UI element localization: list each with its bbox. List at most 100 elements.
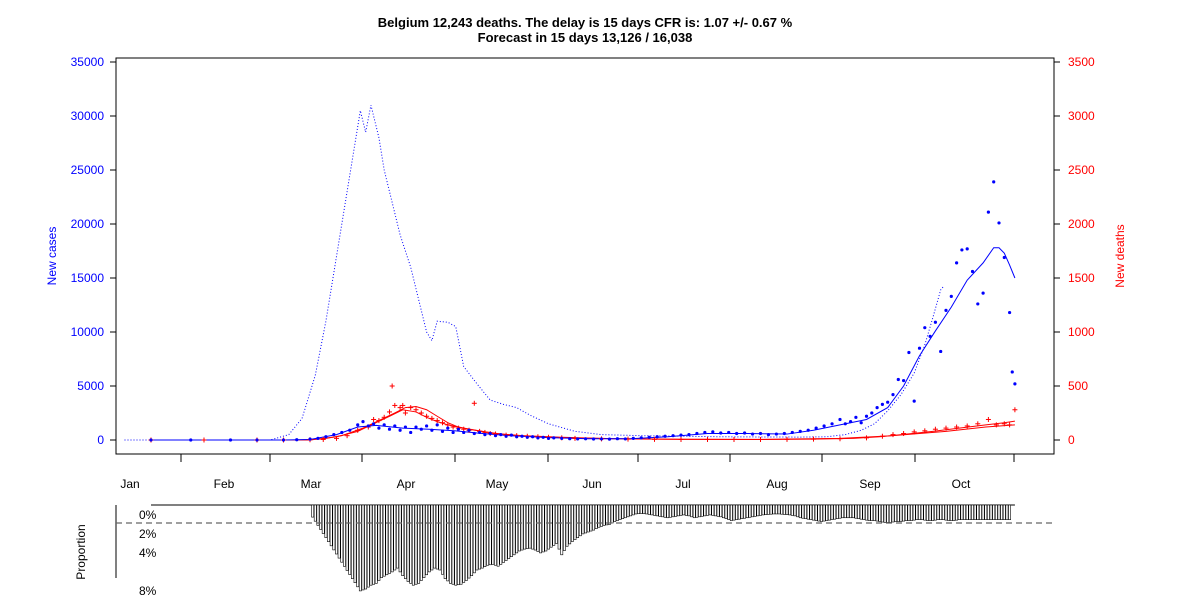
proportion-bar: [674, 504, 678, 517]
proportion-bar: [745, 504, 749, 519]
proportion-bar: [512, 504, 516, 556]
proportion-bar: [480, 504, 484, 569]
proportion-bar: [411, 504, 415, 586]
proportion-bar: [920, 504, 924, 520]
case-point: [568, 437, 572, 441]
case-point: [655, 435, 659, 439]
proportion-bar: [581, 504, 585, 535]
case-point: [663, 434, 667, 438]
proportion-bar: [615, 504, 619, 521]
case-point: [409, 430, 413, 435]
case-point: [912, 399, 916, 403]
proportion-bar: [902, 504, 906, 522]
proportion-bar: [409, 504, 413, 584]
proportion-bar: [650, 504, 654, 516]
y-left-tick-label: 35000: [71, 55, 105, 69]
proportion-bar: [698, 504, 701, 518]
case-point: [992, 180, 996, 184]
proportion-bar: [960, 504, 964, 520]
proportion-bar: [311, 504, 315, 518]
case-point: [377, 426, 381, 430]
death-point: [731, 436, 737, 442]
proportion-bar: [838, 504, 842, 519]
proportion-bar: [899, 504, 903, 522]
proportion-bar: [751, 504, 754, 518]
case-point: [483, 433, 487, 437]
proportion-bar: [788, 504, 792, 516]
proportion-bar: [462, 504, 466, 583]
proportion-bar: [769, 504, 773, 515]
case-point: [316, 436, 320, 440]
proportion-bar: [343, 504, 346, 567]
case-point: [703, 430, 707, 435]
proportion-bar: [478, 504, 482, 570]
death-point: [381, 414, 387, 420]
case-point: [499, 433, 503, 437]
death-point: [975, 421, 981, 427]
case-point: [814, 426, 818, 430]
proportion-bar: [756, 504, 760, 517]
case-point: [719, 431, 723, 435]
proportion-bar: [915, 504, 919, 520]
case-point: [478, 430, 482, 435]
proportion-bar: [464, 504, 468, 581]
case-point: [536, 436, 540, 440]
proportion-bar: [727, 504, 731, 520]
case-point: [843, 422, 847, 426]
y-right-tick-label: 1500: [1068, 271, 1095, 285]
proportion-bar: [372, 504, 376, 585]
x-tick-label: Jan: [120, 477, 139, 491]
proportion-bar: [403, 504, 407, 579]
death-point: [201, 437, 207, 443]
proportion-bar: [777, 504, 781, 515]
death-point: [1007, 422, 1013, 428]
proportion-bar: [812, 504, 815, 521]
death-point: [408, 405, 414, 411]
case-point: [875, 406, 879, 410]
case-point: [822, 424, 826, 428]
case-point: [599, 437, 604, 441]
case-point: [1010, 370, 1014, 374]
death-point: [387, 409, 392, 415]
proportion-bar: [539, 504, 542, 554]
proportion-bar: [398, 504, 402, 573]
case-point: [782, 431, 786, 436]
case-point: [340, 430, 344, 435]
proportion-bar: [531, 504, 535, 550]
case-point: [398, 428, 402, 432]
proportion-bar: [618, 504, 622, 520]
proportion-bar: [859, 504, 863, 520]
proportion-bar: [623, 504, 627, 519]
case-point: [435, 423, 439, 427]
x-tick-label: Aug: [766, 477, 787, 491]
proportion-bar: [687, 504, 691, 517]
y-left-axis: 0 5000 10000 15000 20000 25000 30000 35000: [71, 55, 117, 447]
proportion-bar: [491, 504, 495, 565]
death-point: [429, 415, 435, 421]
death-point: [418, 410, 424, 416]
proportion-bar: [631, 504, 635, 516]
case-point: [607, 437, 612, 441]
proportion-bar: [600, 504, 603, 527]
proportion-tick-label: 2%: [139, 527, 157, 541]
proportion-bar: [568, 504, 572, 545]
proportion-bar: [711, 504, 715, 516]
proportion-bar: [910, 504, 913, 521]
case-point: [472, 431, 476, 436]
proportion-bar: [936, 504, 940, 520]
proportion-bar: [873, 504, 876, 521]
death-point: [320, 436, 326, 442]
proportion-bar: [592, 504, 595, 531]
proportion-bar: [862, 504, 866, 520]
case-point: [493, 434, 498, 438]
case-point: [255, 438, 259, 442]
death-point: [413, 407, 419, 413]
death-point: [397, 405, 403, 411]
proportion-bar: [875, 504, 879, 522]
proportion-bar: [729, 504, 733, 521]
case-point: [332, 433, 336, 437]
proportion-bar: [804, 504, 807, 519]
case-point: [965, 247, 969, 251]
proportion-bar: [886, 504, 890, 523]
proportion-bar: [849, 504, 853, 519]
